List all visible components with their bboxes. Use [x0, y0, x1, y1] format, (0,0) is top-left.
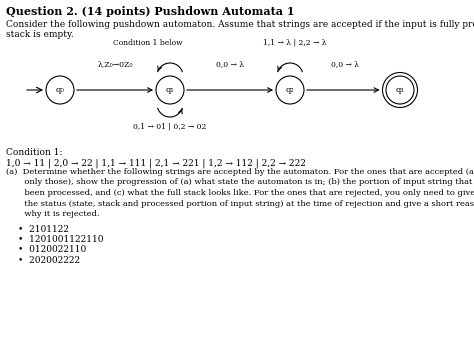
- Text: q₃: q₃: [396, 86, 404, 94]
- Text: q₁: q₁: [166, 86, 174, 94]
- Text: Condition 1 below: Condition 1 below: [113, 39, 183, 47]
- Text: only those), show the progression of (a) what state the automaton is in; (b) the: only those), show the progression of (a)…: [6, 178, 474, 187]
- Text: 0,0 → λ: 0,0 → λ: [216, 60, 244, 68]
- Text: stack is empty.: stack is empty.: [6, 30, 74, 39]
- Text: q₀: q₀: [55, 86, 64, 94]
- Text: Consider the following pushdown automaton. Assume that strings are accepted if t: Consider the following pushdown automato…: [6, 20, 474, 29]
- Text: Question 2. (14 points) Pushdown Automata 1: Question 2. (14 points) Pushdown Automat…: [6, 6, 294, 17]
- Text: been processed, and (c) what the full stack looks like. For the ones that are re: been processed, and (c) what the full st…: [6, 189, 474, 197]
- Text: 0,0 → λ: 0,0 → λ: [331, 60, 359, 68]
- Text: •  2101122: • 2101122: [18, 224, 69, 234]
- Text: 1,1 → λ | 2,2 → λ: 1,1 → λ | 2,2 → λ: [263, 39, 327, 47]
- Text: q₂: q₂: [286, 86, 294, 94]
- Text: 1,0 → 11 | 2,0 → 22 | 1,1 → 111 | 2,1 → 221 | 1,2 → 112 | 2,2 → 222: 1,0 → 11 | 2,0 → 22 | 1,1 → 111 | 2,1 → …: [6, 159, 306, 169]
- Text: why it is rejected.: why it is rejected.: [6, 210, 100, 218]
- Text: 0,1 → 01 | 0,2 → 02: 0,1 → 01 | 0,2 → 02: [133, 123, 207, 131]
- Text: the status (state, stack and processed portion of input string) at the time of r: the status (state, stack and processed p…: [6, 200, 474, 207]
- Text: •  202002222: • 202002222: [18, 256, 80, 265]
- Text: •  0120022110: • 0120022110: [18, 246, 86, 255]
- Text: (a)  Determine whether the following strings are accepted by the automaton. For : (a) Determine whether the following stri…: [6, 168, 474, 176]
- Text: λ,Z₀→0Z₀: λ,Z₀→0Z₀: [97, 60, 133, 68]
- Text: •  1201001122110: • 1201001122110: [18, 235, 103, 244]
- Text: Condition 1:: Condition 1:: [6, 148, 63, 157]
